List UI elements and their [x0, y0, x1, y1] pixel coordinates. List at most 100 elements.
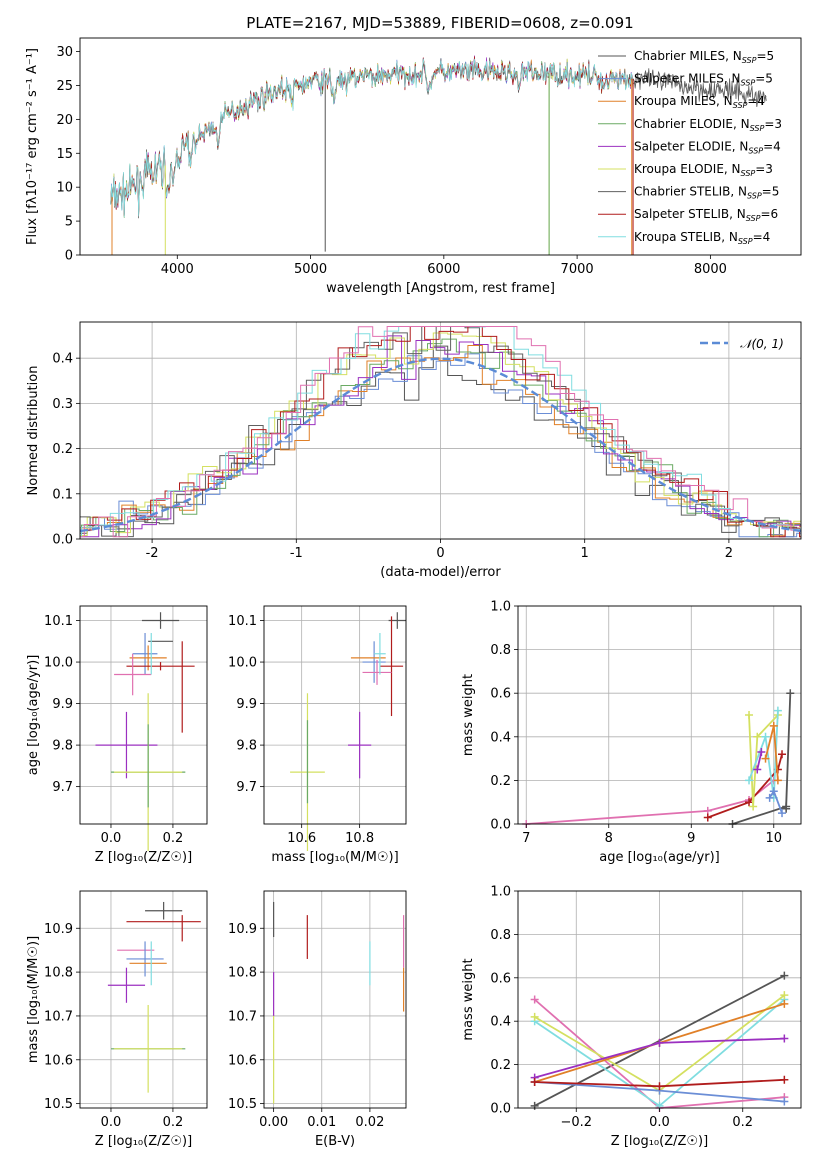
- y-tick-label: 10.5: [228, 1097, 257, 1112]
- plus-marker: [745, 798, 754, 807]
- y-tick-label: 10.5: [44, 1097, 73, 1112]
- mass-weight-series: [753, 748, 766, 774]
- age_vs_Z-plot-area: [95, 612, 195, 851]
- histogram-legend: 𝒩(0, 1): [700, 337, 784, 351]
- x-tick-label: 0.02: [355, 1115, 384, 1130]
- plus-marker: [778, 809, 787, 818]
- plus-marker: [780, 1034, 789, 1043]
- errorbar-point: [107, 967, 146, 1003]
- y-tick-label: 10.0: [228, 656, 257, 671]
- x-axis-label: wavelength [Angstrom, rest frame]: [326, 281, 555, 296]
- plus-marker: [530, 1012, 539, 1021]
- y-tick-label: 0.4: [52, 352, 73, 367]
- x-tick-label: 10.8: [345, 831, 374, 846]
- axes-frame: [79, 890, 208, 1109]
- y-tick-label: 0.6: [490, 971, 511, 986]
- x-tick-label: 0.00: [259, 1115, 288, 1130]
- plus-marker: [780, 999, 789, 1008]
- y-tick-label: 10.8: [228, 966, 257, 981]
- series-line: [526, 779, 775, 825]
- errorbar-point: [145, 901, 183, 920]
- plus-marker: [761, 754, 770, 763]
- x-tick-label: 2: [725, 546, 733, 561]
- axes-frame: [263, 605, 407, 825]
- x-tick-label: 10: [765, 831, 782, 846]
- y-tick-label: 0.2: [490, 774, 511, 789]
- plus-marker: [786, 689, 795, 698]
- x-axis-label: Z [log₁₀(Z/Z☉)]: [95, 1134, 192, 1149]
- x-tick-label: 0.2: [732, 1115, 753, 1130]
- legend-entry-label: Salpeter MILES, NSSP=5: [634, 72, 773, 88]
- y-tick-label: 30: [56, 45, 73, 60]
- plus-marker: [749, 802, 758, 811]
- x-tick-label: 6000: [427, 262, 460, 277]
- y-axis-label: mass weight: [461, 958, 476, 1040]
- y-tick-label: 0.8: [490, 643, 511, 658]
- residual_histogram-panel: -2 -1 0 1 2 0.0 0.1 0.2 0.3 0.4 (data-model)/error…: [26, 321, 802, 580]
- errorbar-point: [114, 653, 152, 696]
- age_vs_mass-plot-area: [290, 612, 406, 851]
- plus-marker: [530, 1101, 539, 1110]
- x-tick-label: 0.0: [649, 1115, 670, 1130]
- y-tick-label: 9.8: [236, 739, 257, 754]
- age_vs_mass-panel: 10.6 10.8 9.7 9.8 9.9 10.0 10.1 mass [log₁₀(M/M…: [228, 605, 407, 865]
- y-tick-label: 9.7: [236, 780, 257, 795]
- errorbar-point: [379, 616, 404, 717]
- figure-title: PLATE=2167, MJD=53889, FIBERID=0608, z=0…: [246, 14, 633, 32]
- y-tick-label: 10.1: [44, 614, 73, 629]
- histogram-series-step: [80, 353, 801, 538]
- errorbar-point: [141, 612, 180, 629]
- mass_weight_vs_Z-panel: −0.2 0.0 0.2 0.0 0.2 0.4 0.6 0.8 1.0 Z [log₁₀(Z/Z…: [461, 885, 802, 1149]
- plus-marker: [780, 1075, 789, 1084]
- y-tick-label: 9.8: [52, 739, 73, 754]
- x-axis-label: mass [log₁₀(M/M☉)]: [271, 850, 398, 865]
- x-tick-label: -1: [290, 546, 303, 561]
- axes-frame: [79, 605, 208, 825]
- y-axis-label: Normed distribution: [26, 366, 41, 496]
- y-tick-label: 0.4: [490, 1015, 511, 1030]
- y-axis-label: Flux [fλ10⁻¹⁷ erg cm⁻² s⁻¹ A⁻¹]: [25, 48, 40, 245]
- x-tick-label: 5000: [294, 262, 327, 277]
- plus-marker: [530, 1077, 539, 1086]
- plus-marker: [745, 776, 754, 785]
- axes-frame: [263, 890, 407, 1109]
- mass_vs_Z-panel: 0.0 0.2 10.5 10.6 10.7 10.8 10.9 Z [log₁₀(Z/Z☉)…: [26, 890, 208, 1149]
- x-tick-label: 0.2: [163, 831, 184, 846]
- histogram-series-step: [80, 338, 801, 538]
- axes-frame: [79, 37, 802, 256]
- y-tick-label: 10.6: [44, 1053, 73, 1068]
- plus-marker: [773, 706, 782, 715]
- mass-weight-series: [530, 1075, 789, 1091]
- x-axis-label: Z [log₁₀(Z/Z☉)]: [611, 1134, 708, 1149]
- errorbar-point: [374, 632, 386, 675]
- plus-marker: [753, 765, 762, 774]
- plus-marker: [773, 776, 782, 785]
- spectrum-plot-area: [110, 55, 767, 255]
- y-tick-label: 10.8: [44, 966, 73, 981]
- legend-entry-label: Salpeter STELIB, NSSP=6: [634, 207, 778, 223]
- y-tick-label: 10.0: [44, 656, 73, 671]
- x-tick-label: 7000: [561, 262, 594, 277]
- series-line: [732, 693, 792, 825]
- x-tick-label: 0.0: [101, 1115, 122, 1130]
- legend-entry-label: Chabrier MILES, NSSP=5: [634, 49, 774, 65]
- plus-marker: [753, 732, 762, 741]
- errorbar-point: [362, 659, 392, 685]
- y-tick-label: 25: [56, 79, 73, 94]
- y-tick-label: 0.6: [490, 687, 511, 702]
- age_vs_Z-panel: 0.0 0.2 9.7 9.8 9.9 10.0 10.1 Z [log₁₀(Z/Z☉)] ag…: [26, 605, 208, 865]
- plus-marker: [761, 732, 770, 741]
- plus-marker: [780, 991, 789, 1000]
- x-tick-label: 4000: [161, 262, 194, 277]
- x-tick-label: 7: [522, 831, 530, 846]
- y-tick-label: 10.6: [228, 1053, 257, 1068]
- y-tick-label: 1.0: [490, 600, 511, 615]
- y-tick-label: 0.1: [52, 487, 73, 502]
- mass_vs_EBV-plot-area: [273, 901, 405, 1104]
- axes-frame: [517, 605, 802, 825]
- y-tick-label: 0.2: [490, 1058, 511, 1073]
- mass-weight-series: [728, 689, 795, 828]
- mass_weight_vs_age-panel: 7 8 9 10 0.0 0.2 0.4 0.6 0.8 1.0 age [log₁₀(age/yr…: [461, 600, 802, 865]
- legend-entry-label: Salpeter ELODIE, NSSP=4: [634, 139, 781, 155]
- legend-entry-label: Chabrier ELODIE, NSSP=3: [634, 117, 782, 133]
